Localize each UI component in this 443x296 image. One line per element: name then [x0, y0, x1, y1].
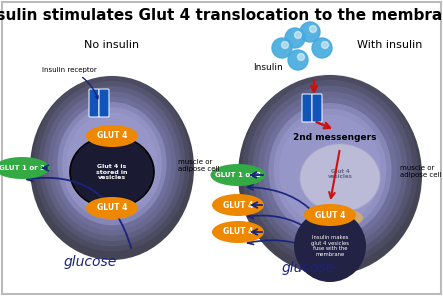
Ellipse shape	[317, 208, 363, 228]
Ellipse shape	[210, 164, 265, 186]
Circle shape	[312, 38, 332, 58]
FancyBboxPatch shape	[89, 89, 99, 117]
Text: GLUT 4: GLUT 4	[315, 210, 345, 220]
Text: Insulin: Insulin	[253, 64, 283, 73]
Ellipse shape	[279, 115, 381, 226]
Text: GLUT 4: GLUT 4	[97, 131, 127, 141]
Text: With insulin: With insulin	[358, 40, 423, 50]
Ellipse shape	[62, 107, 162, 220]
Circle shape	[298, 54, 304, 60]
Ellipse shape	[247, 80, 413, 260]
Text: Insulin stimulates Glut 4 translocation to the membrane: Insulin stimulates Glut 4 translocation …	[0, 9, 443, 23]
Ellipse shape	[212, 221, 264, 243]
Ellipse shape	[263, 97, 397, 243]
Ellipse shape	[268, 103, 392, 237]
Text: Insulin makes
glut 4 vesicles
fuse with the
membrane: Insulin makes glut 4 vesicles fuse with …	[311, 235, 349, 257]
FancyBboxPatch shape	[99, 89, 109, 117]
Ellipse shape	[238, 75, 422, 275]
Text: GLUT 1 or 3: GLUT 1 or 3	[0, 165, 45, 171]
Ellipse shape	[48, 91, 176, 236]
Ellipse shape	[58, 102, 167, 225]
Ellipse shape	[43, 86, 181, 241]
Text: GLUT 4: GLUT 4	[97, 204, 127, 213]
Circle shape	[272, 38, 292, 58]
Circle shape	[281, 41, 288, 49]
Circle shape	[310, 25, 316, 33]
Ellipse shape	[274, 109, 386, 232]
FancyBboxPatch shape	[302, 94, 312, 122]
Ellipse shape	[304, 204, 356, 226]
Text: Glut 4 is
stored in
vesicles: Glut 4 is stored in vesicles	[96, 164, 128, 180]
Ellipse shape	[70, 136, 154, 208]
Circle shape	[294, 210, 366, 282]
Text: No insulin: No insulin	[85, 40, 140, 50]
Circle shape	[288, 50, 308, 70]
Circle shape	[300, 22, 320, 42]
Ellipse shape	[253, 86, 408, 255]
Text: glucose: glucose	[281, 261, 334, 275]
FancyBboxPatch shape	[312, 94, 322, 122]
Ellipse shape	[30, 76, 194, 260]
Text: Insulin receptor: Insulin receptor	[42, 67, 98, 99]
Text: glucose: glucose	[63, 255, 117, 269]
Ellipse shape	[242, 74, 418, 266]
FancyBboxPatch shape	[2, 2, 441, 294]
Ellipse shape	[0, 157, 50, 179]
Ellipse shape	[39, 81, 185, 246]
Ellipse shape	[212, 194, 264, 216]
Circle shape	[322, 41, 329, 49]
Text: 2nd messengers: 2nd messengers	[293, 133, 377, 142]
Circle shape	[295, 31, 302, 38]
Ellipse shape	[53, 97, 171, 231]
Text: GLUT 1 or 3: GLUT 1 or 3	[215, 172, 261, 178]
Ellipse shape	[67, 112, 157, 215]
Text: GLUT 4: GLUT 4	[223, 228, 253, 237]
Text: muscle or
adipose cell: muscle or adipose cell	[178, 158, 219, 171]
Text: Glut 4
vesicles: Glut 4 vesicles	[327, 169, 353, 179]
Ellipse shape	[300, 144, 380, 212]
Text: GLUT 4: GLUT 4	[328, 215, 352, 221]
Ellipse shape	[34, 75, 190, 252]
Circle shape	[285, 28, 305, 48]
Ellipse shape	[86, 197, 138, 219]
Ellipse shape	[258, 91, 402, 249]
Text: GLUT 4: GLUT 4	[223, 200, 253, 210]
Ellipse shape	[86, 125, 138, 147]
Text: muscle or
adipose cell: muscle or adipose cell	[400, 165, 442, 178]
